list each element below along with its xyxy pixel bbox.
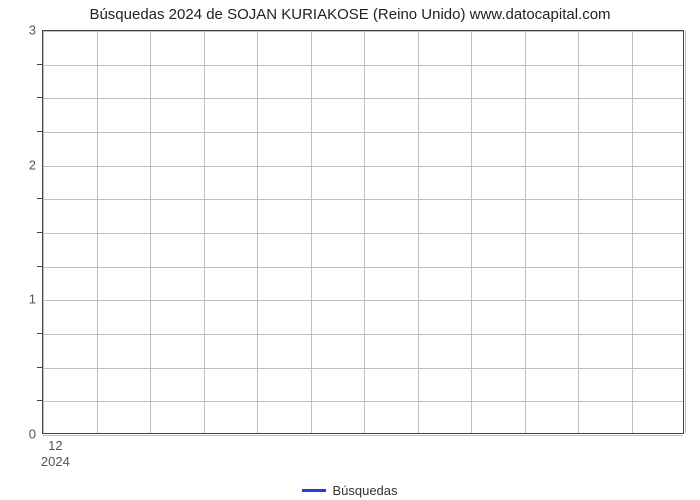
legend-swatch: [302, 489, 326, 492]
grid-line-v: [632, 31, 633, 433]
grid-line-h: [43, 199, 683, 200]
y-tick-minor: [37, 198, 42, 199]
grid-line-h: [43, 132, 683, 133]
grid-line-h: [43, 401, 683, 402]
x-tick-label-year: 2024: [41, 454, 70, 469]
grid-line-v: [150, 31, 151, 433]
y-tick-minor: [37, 232, 42, 233]
x-tick-label-month: 12: [48, 438, 62, 453]
legend-label: Búsquedas: [332, 483, 397, 498]
y-tick-minor: [37, 367, 42, 368]
y-tick-minor: [37, 131, 42, 132]
y-tick-label: 0: [16, 427, 36, 442]
y-tick-label: 2: [16, 157, 36, 172]
plot-area: [42, 30, 684, 434]
grid-line-v: [578, 31, 579, 433]
grid-line-v: [204, 31, 205, 433]
grid-line-v: [525, 31, 526, 433]
grid-line-h: [43, 233, 683, 234]
grid-line-v: [97, 31, 98, 433]
y-tick-label: 3: [16, 23, 36, 38]
grid-line-h: [43, 300, 683, 301]
grid-line-h: [43, 368, 683, 369]
grid-line-v: [364, 31, 365, 433]
grid-line-v: [685, 31, 686, 433]
grid-line-h: [43, 435, 683, 436]
y-tick-minor: [37, 64, 42, 65]
chart-container: Búsquedas 2024 de SOJAN KURIAKOSE (Reino…: [0, 0, 700, 500]
grid-line-h: [43, 166, 683, 167]
grid-line-h: [43, 334, 683, 335]
grid-line-h: [43, 98, 683, 99]
y-tick-label: 1: [16, 292, 36, 307]
y-tick-minor: [37, 97, 42, 98]
grid-line-h: [43, 267, 683, 268]
grid-line-v: [43, 31, 44, 433]
grid-line-v: [311, 31, 312, 433]
grid-line-v: [418, 31, 419, 433]
chart-title: Búsquedas 2024 de SOJAN KURIAKOSE (Reino…: [0, 6, 700, 23]
grid-line-v: [471, 31, 472, 433]
legend: Búsquedas: [0, 482, 700, 498]
grid-line-h: [43, 31, 683, 32]
y-tick-minor: [37, 266, 42, 267]
grid-line-h: [43, 65, 683, 66]
y-tick-minor: [37, 333, 42, 334]
grid-line-v: [257, 31, 258, 433]
y-tick-minor: [37, 400, 42, 401]
